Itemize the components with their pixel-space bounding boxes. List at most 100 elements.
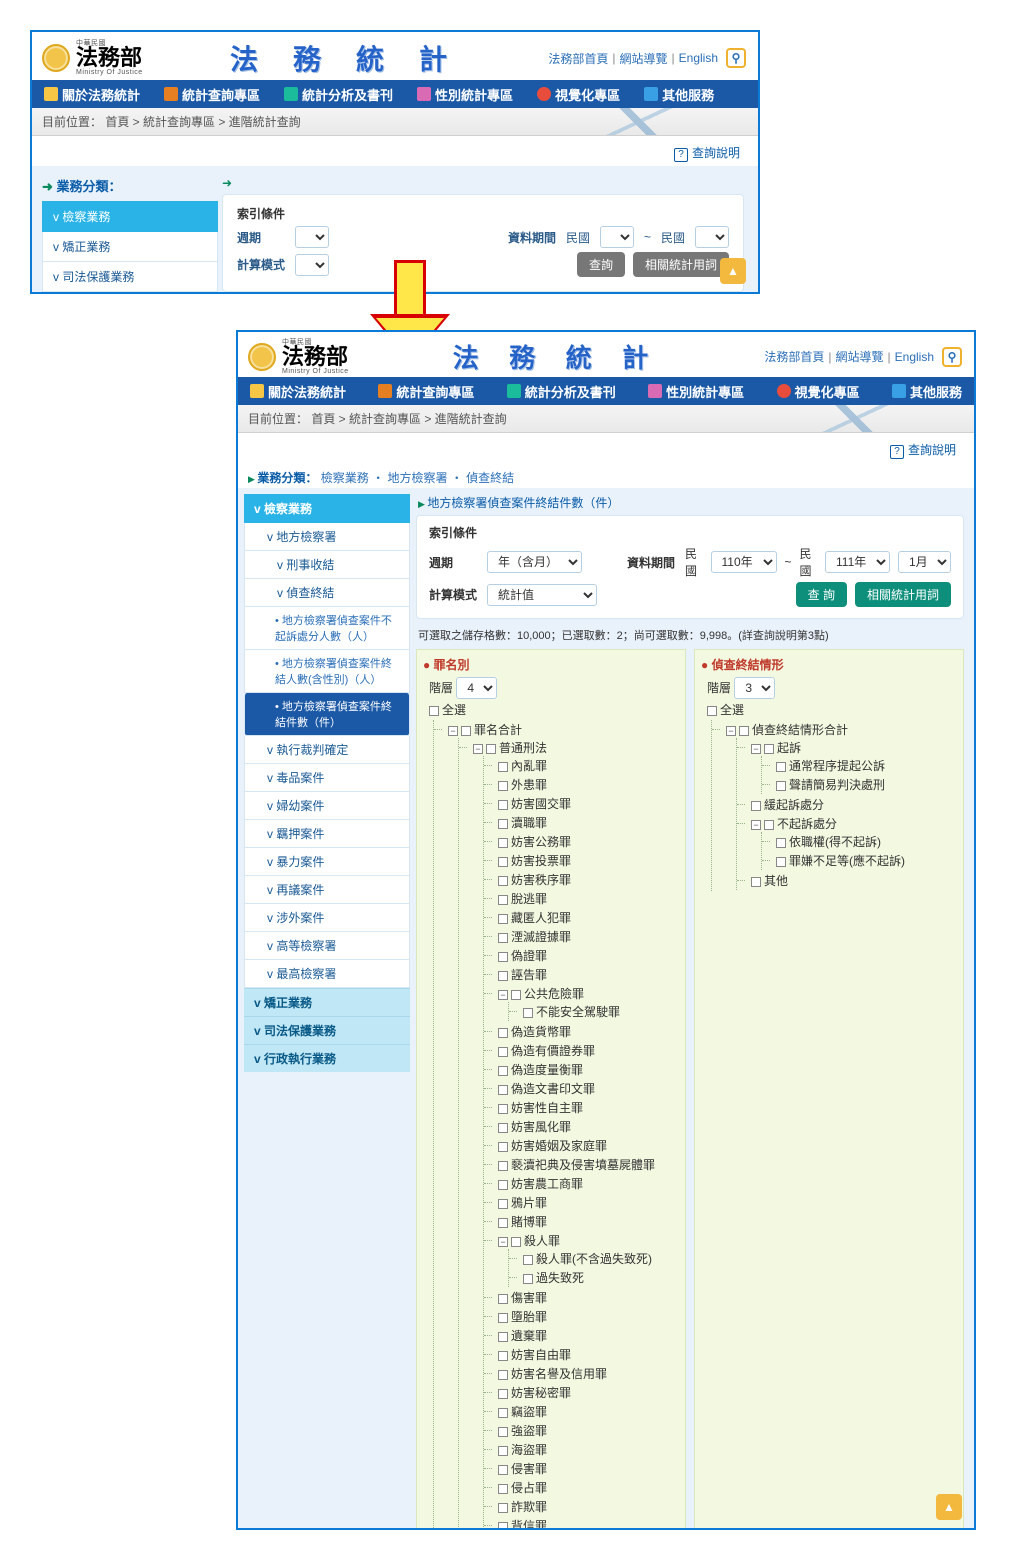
link-english[interactable]: English — [895, 350, 934, 364]
tree-node[interactable]: 過失致死 — [517, 1268, 679, 1287]
tree-node[interactable]: 內亂罪 — [492, 756, 679, 775]
tree-node[interactable]: 妨害國交罪 — [492, 794, 679, 813]
side-item[interactable]: v 暴力案件 — [244, 848, 410, 876]
tree-node[interactable]: 緩起訴處分 — [745, 795, 957, 814]
nav-item[interactable]: 視覺化專區 — [769, 382, 868, 401]
tree-node[interactable]: 外患罪 — [492, 775, 679, 794]
sidebar-item[interactable]: v 檢察業務 — [42, 201, 218, 232]
tree-node[interactable]: 罪嫌不足等(應不起訴) — [770, 851, 957, 870]
nav-item[interactable]: 關於法務統計 — [32, 85, 152, 104]
sidebar-cat[interactable]: v 矯正業務 — [244, 988, 410, 1016]
tree-node[interactable]: 妨害名譽及信用罪 — [492, 1364, 679, 1383]
terms-button[interactable]: 相關統計用詞 — [633, 252, 729, 277]
checkbox[interactable] — [498, 1503, 508, 1513]
checkbox[interactable] — [498, 819, 508, 829]
tree-node[interactable]: 聲請簡易判決處刑 — [770, 775, 957, 794]
tree-node[interactable]: 通常程序提起公訴 — [770, 756, 957, 775]
search-icon[interactable]: ⚲ — [942, 347, 962, 367]
side-item[interactable]: v 偵查終結 — [244, 579, 410, 607]
sidebar-leaf[interactable]: 地方檢察署偵查案件終結件數（件） — [244, 693, 410, 736]
checkbox[interactable] — [707, 706, 717, 716]
side-item[interactable]: v 婦幼案件 — [244, 792, 410, 820]
nav-item[interactable]: 統計查詢專區 — [152, 85, 272, 104]
help-link[interactable]: 查詢說明 — [692, 146, 740, 160]
checkbox[interactable] — [498, 857, 508, 867]
checkbox[interactable] — [498, 1522, 508, 1530]
classify-path[interactable]: 檢察業務 ‧ 地方檢察署 ‧ 偵查終結 — [321, 471, 514, 485]
checkbox[interactable] — [498, 1161, 508, 1171]
side-item[interactable]: v 再議案件 — [244, 876, 410, 904]
search-icon[interactable]: ⚲ — [726, 48, 746, 68]
tree-node[interactable]: 褻瀆祀典及侵害墳墓屍體罪 — [492, 1155, 679, 1174]
checkbox[interactable] — [498, 781, 508, 791]
terms-button[interactable]: 相關統計用詞 — [855, 582, 951, 607]
tree-node[interactable]: 侵占罪 — [492, 1478, 679, 1497]
year-to[interactable]: 111年 — [825, 551, 890, 573]
checkbox[interactable] — [498, 1180, 508, 1190]
checkbox[interactable] — [498, 914, 508, 924]
tree-node[interactable]: 妨害性自主罪 — [492, 1098, 679, 1117]
tree-node[interactable]: 妨害秩序罪 — [492, 870, 679, 889]
tree-node[interactable]: 瀆職罪 — [492, 813, 679, 832]
tree-node[interactable]: 偽造貨幣罪 — [492, 1022, 679, 1041]
checkbox[interactable] — [498, 1085, 508, 1095]
checkbox[interactable] — [498, 1047, 508, 1057]
nav-item[interactable]: 統計查詢專區 — [370, 382, 482, 401]
checkbox[interactable] — [498, 895, 508, 905]
tree-node[interactable]: 誣告罪 — [492, 965, 679, 984]
tree-node[interactable]: 偽造文書印文罪 — [492, 1079, 679, 1098]
checkbox[interactable] — [498, 1484, 508, 1494]
tree-node[interactable]: 偽證罪 — [492, 946, 679, 965]
nav-item[interactable]: 關於法務統計 — [242, 382, 354, 401]
checkbox[interactable] — [498, 1199, 508, 1209]
checkbox[interactable] — [498, 1294, 508, 1304]
tree-node[interactable]: 其他 — [745, 871, 957, 890]
period-select[interactable] — [295, 226, 329, 248]
side-item[interactable]: v 羈押案件 — [244, 820, 410, 848]
checkbox[interactable] — [498, 1446, 508, 1456]
nav-item[interactable]: 統計分析及書刊 — [272, 85, 405, 104]
tree-node[interactable]: 侵害罪 — [492, 1459, 679, 1478]
year-to[interactable] — [695, 226, 729, 248]
tree-node[interactable]: 妨害自由罪 — [492, 1345, 679, 1364]
query-button[interactable]: 查 詢 — [796, 582, 847, 607]
side-item[interactable]: v 地方檢察署 — [244, 523, 410, 551]
checkbox[interactable] — [498, 1465, 508, 1475]
checkbox[interactable] — [523, 1255, 533, 1265]
tree-node[interactable]: 詐欺罪 — [492, 1497, 679, 1516]
tree-node[interactable]: 墮胎罪 — [492, 1307, 679, 1326]
tree-node[interactable]: 偽造度量衡罪 — [492, 1060, 679, 1079]
year-from[interactable]: 110年 — [711, 551, 777, 573]
nav-item[interactable]: 其他服務 — [884, 382, 970, 401]
tree-node[interactable]: −不起訴處分依職權(得不起訴)罪嫌不足等(應不起訴) — [745, 814, 957, 871]
sidebar-leaf[interactable]: 地方檢察署偵查案件不起訴處分人數（人） — [244, 607, 410, 650]
nav-item[interactable]: 其他服務 — [632, 85, 726, 104]
calc-select[interactable]: 統計值 — [487, 584, 597, 606]
tree-node[interactable]: 依職權(得不起訴) — [770, 832, 957, 851]
checkbox[interactable] — [751, 801, 761, 811]
side-item[interactable]: v 執行裁判確定 — [244, 736, 410, 764]
tree-node[interactable]: 妨害農工商罪 — [492, 1174, 679, 1193]
link-sitemap[interactable]: 網站導覽 — [836, 348, 884, 365]
checkbox[interactable] — [776, 762, 786, 772]
sidebar-item[interactable]: v 矯正業務 — [42, 232, 218, 262]
checkbox[interactable] — [776, 838, 786, 848]
tree-node[interactable]: 妨害投票罪 — [492, 851, 679, 870]
tree-node[interactable]: 海盜罪 — [492, 1440, 679, 1459]
tree-node[interactable]: 賭博罪 — [492, 1212, 679, 1231]
sidebar-cat[interactable]: v 司法保護業務 — [244, 1016, 410, 1044]
tree-node[interactable]: −殺人罪殺人罪(不含過失致死)過失致死 — [492, 1231, 679, 1288]
tree-node[interactable]: 妨害公務罪 — [492, 832, 679, 851]
checkbox[interactable] — [751, 877, 761, 887]
checkbox[interactable] — [776, 781, 786, 791]
checkbox[interactable] — [498, 762, 508, 772]
tree-node[interactable]: 妨害秘密罪 — [492, 1383, 679, 1402]
scroll-top-button[interactable]: ▲ — [720, 258, 746, 284]
nav-item[interactable]: 性別統計專區 — [405, 85, 525, 104]
tree-node[interactable]: 強盜罪 — [492, 1421, 679, 1440]
checkbox[interactable] — [429, 706, 439, 716]
tree-node[interactable]: 鴉片罪 — [492, 1193, 679, 1212]
checkbox[interactable] — [523, 1008, 533, 1018]
checkbox[interactable] — [498, 1332, 508, 1342]
side-item[interactable]: v 刑事收結 — [244, 551, 410, 579]
